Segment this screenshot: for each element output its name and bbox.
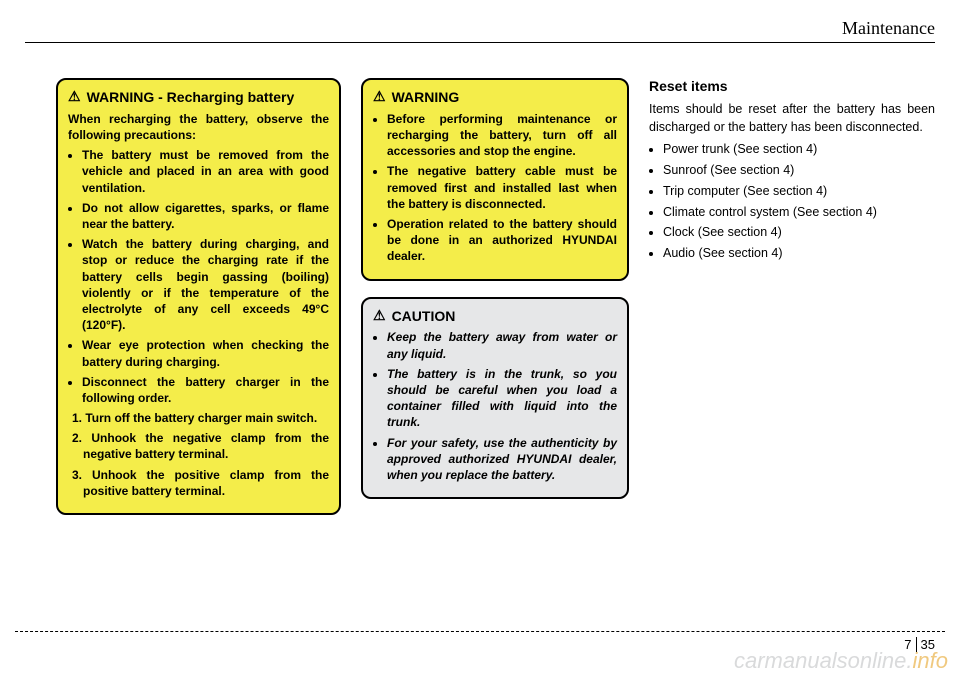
caution-box: ⚠ CAUTION Keep the battery away from wat…: [361, 297, 629, 500]
list-item: 1. Turn off the battery charger main swi…: [72, 410, 329, 426]
list-item: Operation related to the battery should …: [387, 216, 617, 265]
warning-intro: When recharging the battery, observe the…: [68, 111, 329, 143]
column-1: ⚠ WARNING - Recharging battery When rech…: [56, 78, 341, 515]
column-3: Reset items Items should be reset after …: [649, 78, 935, 515]
reset-items-body: Items should be reset after the battery …: [649, 100, 935, 136]
list-item: Before performing maintenance or recharg…: [387, 111, 617, 160]
warning-icon: ⚠: [373, 89, 386, 103]
list-item: Climate control system (See section 4): [663, 203, 935, 222]
list-item: Keep the battery away from water or any …: [387, 329, 617, 361]
reset-items-list: Power trunk (See section 4) Sunroof (See…: [649, 140, 935, 263]
watermark-text-a: carmanualsonline.: [734, 648, 913, 673]
caution-bullet-list: Keep the battery away from water or any …: [373, 329, 617, 483]
page-header: Maintenance: [25, 18, 935, 43]
warning-bullet-list: Before performing maintenance or recharg…: [373, 111, 617, 265]
warning-box-maintenance: ⚠ WARNING Before performing maintenance …: [361, 78, 629, 281]
reset-items-title: Reset items: [649, 78, 935, 94]
list-item: Disconnect the battery charger in the fo…: [82, 374, 329, 406]
column-2: ⚠ WARNING Before performing maintenance …: [361, 78, 629, 515]
list-item: The negative battery cable must be remov…: [387, 163, 617, 212]
list-item: Power trunk (See section 4): [663, 140, 935, 159]
warning-icon: ⚠: [68, 89, 81, 103]
warning-ordered-list: 1. Turn off the battery charger main swi…: [68, 410, 329, 499]
watermark-text-b: info: [913, 648, 948, 673]
list-item: Wear eye protection when checking the ba…: [82, 337, 329, 369]
warning-box-recharging: ⚠ WARNING - Recharging battery When rech…: [56, 78, 341, 515]
list-item: The battery is in the trunk, so you shou…: [387, 366, 617, 431]
content-area: ⚠ WARNING - Recharging battery When rech…: [56, 78, 935, 515]
list-item: The battery must be removed from the veh…: [82, 147, 329, 196]
list-item: Sunroof (See section 4): [663, 161, 935, 180]
list-item: Audio (See section 4): [663, 244, 935, 263]
watermark: carmanualsonline.info: [734, 648, 948, 674]
warning-bullet-list: The battery must be removed from the veh…: [68, 147, 329, 406]
list-item: Clock (See section 4): [663, 223, 935, 242]
footer-divider: [15, 631, 945, 632]
list-item: 2. Unhook the negative clamp from the ne…: [72, 430, 329, 462]
warning-title-text: WARNING - Recharging battery: [87, 88, 295, 107]
list-item: Do not allow cigarettes, sparks, or flam…: [82, 200, 329, 232]
caution-icon: ⚠: [373, 308, 386, 322]
list-item: 3. Unhook the positive clamp from the po…: [72, 467, 329, 499]
header-title: Maintenance: [842, 18, 935, 38]
list-item: Trip computer (See section 4): [663, 182, 935, 201]
warning-label: WARNING: [392, 88, 460, 107]
warning-label: WARNING: [87, 89, 155, 105]
warning-title: ⚠ WARNING: [373, 88, 617, 107]
list-item: For your safety, use the authenticity by…: [387, 435, 617, 484]
caution-label: CAUTION: [392, 307, 456, 326]
warning-suffix: - Recharging battery: [154, 89, 294, 105]
warning-title: ⚠ WARNING - Recharging battery: [68, 88, 329, 107]
caution-title: ⚠ CAUTION: [373, 307, 617, 326]
list-item: Watch the battery during charging, and s…: [82, 236, 329, 333]
